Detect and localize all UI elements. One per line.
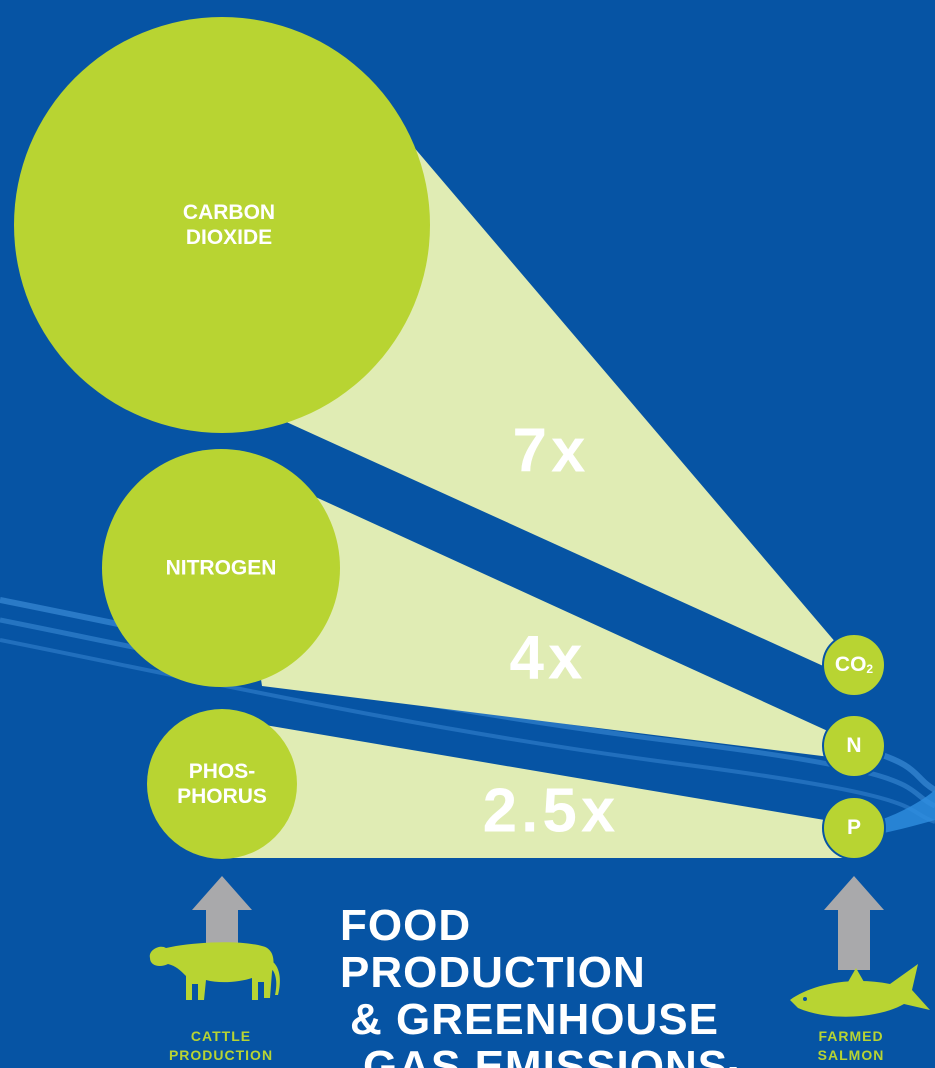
phosphorus-beam xyxy=(200,714,854,858)
page-title: FOOD PRODUCTION & GREENHOUSE GAS EMISSIO… xyxy=(300,902,770,1068)
title-line-2: & GREENHOUSE xyxy=(350,995,719,1044)
cattle-production-label: CATTLE PRODUCTION xyxy=(168,1028,274,1063)
carbon-dioxide-label: CARBON DIOXIDE xyxy=(182,200,276,249)
phosphorus-small-label: P xyxy=(846,816,862,839)
co2-small-label: CO2 xyxy=(835,653,873,677)
phosphorus-multiplier: 2.5x xyxy=(482,776,620,846)
nitrogen-multiplier: 4x xyxy=(509,623,587,693)
co2-text: CO xyxy=(834,653,867,676)
fish-icon xyxy=(790,964,930,1017)
phosphorus-small-circle xyxy=(822,796,886,860)
co2-subscript: 2 xyxy=(866,662,874,676)
title-footnote: 5 xyxy=(728,1064,738,1068)
title-line-3: GAS EMISSIONS xyxy=(363,1042,729,1068)
nitrogen-beam xyxy=(228,457,854,760)
phosphorus-label: PHOS- PHORUS xyxy=(177,759,267,808)
co2-small-circle xyxy=(822,633,886,697)
nitrogen-small-label: N xyxy=(846,734,862,757)
farmed-salmon-production-label: FARMED SALMON PRODUCTION xyxy=(799,1028,902,1068)
carbon-dioxide-multiplier: 7x xyxy=(512,416,590,486)
nitrogen-small-circle xyxy=(822,714,886,778)
nitrogen-label: NITROGEN xyxy=(165,556,277,580)
phosphorus-circle xyxy=(147,709,297,859)
carbon-dioxide-circle xyxy=(14,17,430,433)
nitrogen-circle xyxy=(102,449,340,687)
title-line-3-wrap: GAS EMISSIONS5 xyxy=(300,1043,770,1068)
cattle-arrow-icon xyxy=(192,876,252,958)
salmon-arrow-icon xyxy=(824,876,884,970)
title-line-1: FOOD PRODUCTION xyxy=(340,901,646,997)
cow-icon xyxy=(149,942,280,1000)
